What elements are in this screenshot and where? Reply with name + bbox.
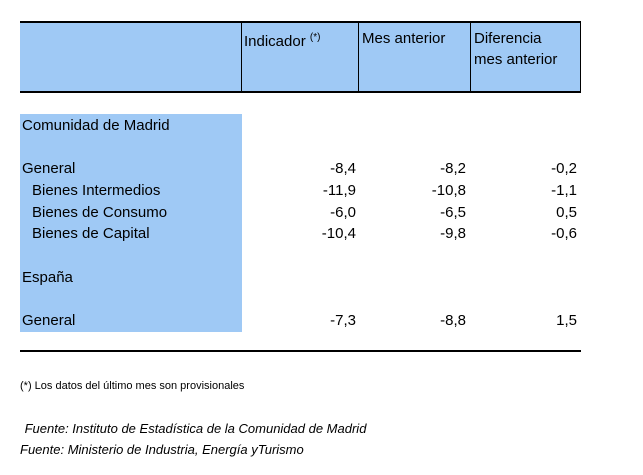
- cell-mes-anterior: -9,8: [440, 225, 466, 242]
- column-divider: [358, 22, 359, 92]
- cell-indicador: -11,9: [322, 182, 356, 199]
- row-label-background: [20, 114, 242, 332]
- cell-mes-anterior: -8,2: [440, 160, 466, 177]
- footnote: (*) Los datos del último mes son provisi…: [20, 380, 245, 392]
- row-label: Bienes Intermedios: [32, 182, 161, 199]
- row-label: Bienes de Capital: [32, 225, 150, 242]
- row-label: General: [22, 312, 76, 329]
- section-title-comunidad-madrid: Comunidad de Madrid: [22, 117, 170, 134]
- cell-mes-anterior: -6,5: [440, 204, 466, 221]
- section-title-espana: España: [22, 269, 73, 286]
- table-bottom-border: [20, 350, 581, 352]
- cell-indicador: -7,3: [330, 312, 356, 329]
- cell-diferencia: -0,2: [551, 160, 577, 177]
- header-indicador: Indicador (*): [244, 32, 321, 51]
- cell-diferencia: 1,5: [556, 312, 577, 329]
- row-label: General: [22, 160, 76, 177]
- header-diferencia-line2: mes anterior: [474, 51, 558, 68]
- cell-diferencia: -0,6: [551, 225, 577, 242]
- cell-indicador: -10,4: [321, 225, 356, 242]
- provisional-marker: (*): [309, 32, 321, 43]
- column-divider: [470, 22, 471, 92]
- table-header-background: [20, 22, 580, 92]
- row-label: Bienes de Consumo: [32, 204, 168, 221]
- header-diferencia-line1: Diferencia: [474, 30, 542, 47]
- cell-diferencia: -1,1: [551, 182, 577, 199]
- header-bottom-border: [20, 91, 581, 93]
- column-divider: [580, 22, 581, 92]
- header-top-border: [20, 21, 581, 23]
- header-mes-anterior: Mes anterior: [362, 30, 446, 47]
- column-divider: [241, 22, 242, 92]
- cell-indicador: -6,0: [330, 204, 356, 221]
- source-line: Fuente: Ministerio de Industria, Energía…: [20, 442, 304, 457]
- cell-indicador: -8,4: [330, 160, 356, 177]
- source-line: Fuente: Instituto de Estadística de la C…: [21, 421, 367, 436]
- cell-diferencia: 0,5: [556, 204, 577, 221]
- cell-mes-anterior: -8,8: [440, 312, 466, 329]
- cell-mes-anterior: -10,8: [431, 182, 466, 199]
